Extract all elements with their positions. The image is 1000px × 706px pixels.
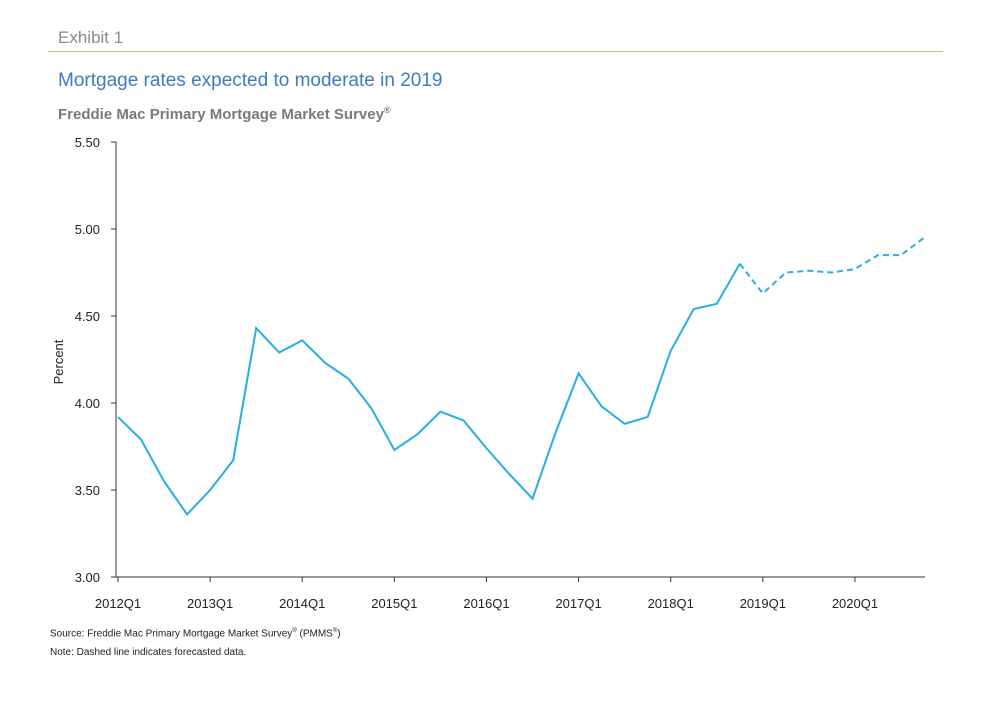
chart-title: Mortgage rates expected to moderate in 2… [58,70,443,91]
header-divider [48,51,943,52]
source-text: Source: Freddie Mac Primary Mortgage Mar… [50,628,293,640]
source-note: Source: Freddie Mac Primary Mortgage Mar… [50,628,341,639]
x-tick-label: 2016Q1 [463,596,509,611]
chart-subtitle: Freddie Mac Primary Mortgage Market Surv… [58,105,391,123]
x-tick-label: 2020Q1 [832,596,878,611]
actual-series-line [117,263,741,516]
x-tick-label: 2018Q1 [648,596,694,611]
y-tick-label: 5.00 [75,222,100,237]
forecast-note: Note: Dashed line indicates forecasted d… [50,647,247,658]
source-close: ) [337,628,341,640]
x-tick-label: 2014Q1 [279,596,325,611]
forecast-series-line [739,236,925,295]
x-tick-label: 2017Q1 [555,596,601,611]
x-tick-label: 2013Q1 [187,596,233,611]
source-registered-mark: ® [292,628,297,634]
x-axis: 2012Q1 2013Q1 2014Q1 2015Q1 2016Q1 2017Q1 2018… [95,576,925,611]
exhibit-label: Exhibit 1 [58,28,124,47]
y-tick-label: 4.00 [75,396,100,411]
registered-mark: ® [383,105,391,115]
y-axis: 3.00 3.50 4.00 4.50 5.00 5.50 [75,135,117,585]
x-tick-label: 2019Q1 [740,596,786,611]
source-suffix-mark: ® [332,628,338,634]
source-suffix: (PMMS [296,628,333,640]
x-tick-label: 2012Q1 [95,596,141,611]
y-tick-label: 3.00 [75,570,100,585]
x-tick-label: 2015Q1 [371,596,417,611]
y-tick-label: 5.50 [75,135,100,150]
subtitle-text: Freddie Mac Primary Mortgage Market Surv… [58,106,384,123]
y-axis-label: Percent [51,339,66,384]
y-tick-label: 3.50 [75,483,100,498]
y-tick-label: 4.50 [75,309,100,324]
series-layer [117,236,925,516]
